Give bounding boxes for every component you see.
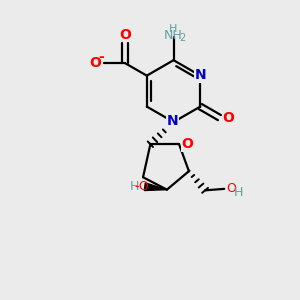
Text: N: N bbox=[167, 114, 179, 128]
Text: -O: -O bbox=[134, 180, 149, 193]
Text: NH: NH bbox=[164, 29, 183, 42]
Text: 2: 2 bbox=[179, 33, 185, 43]
Text: H: H bbox=[130, 180, 139, 193]
Polygon shape bbox=[144, 183, 167, 190]
Text: O: O bbox=[119, 28, 131, 42]
Text: H: H bbox=[234, 186, 243, 199]
Text: N: N bbox=[195, 68, 207, 82]
Text: O: O bbox=[222, 111, 234, 124]
Text: O: O bbox=[90, 56, 102, 70]
Text: H: H bbox=[169, 24, 178, 34]
Text: O: O bbox=[226, 182, 236, 195]
Text: -: - bbox=[98, 50, 104, 64]
Text: O: O bbox=[182, 137, 193, 151]
